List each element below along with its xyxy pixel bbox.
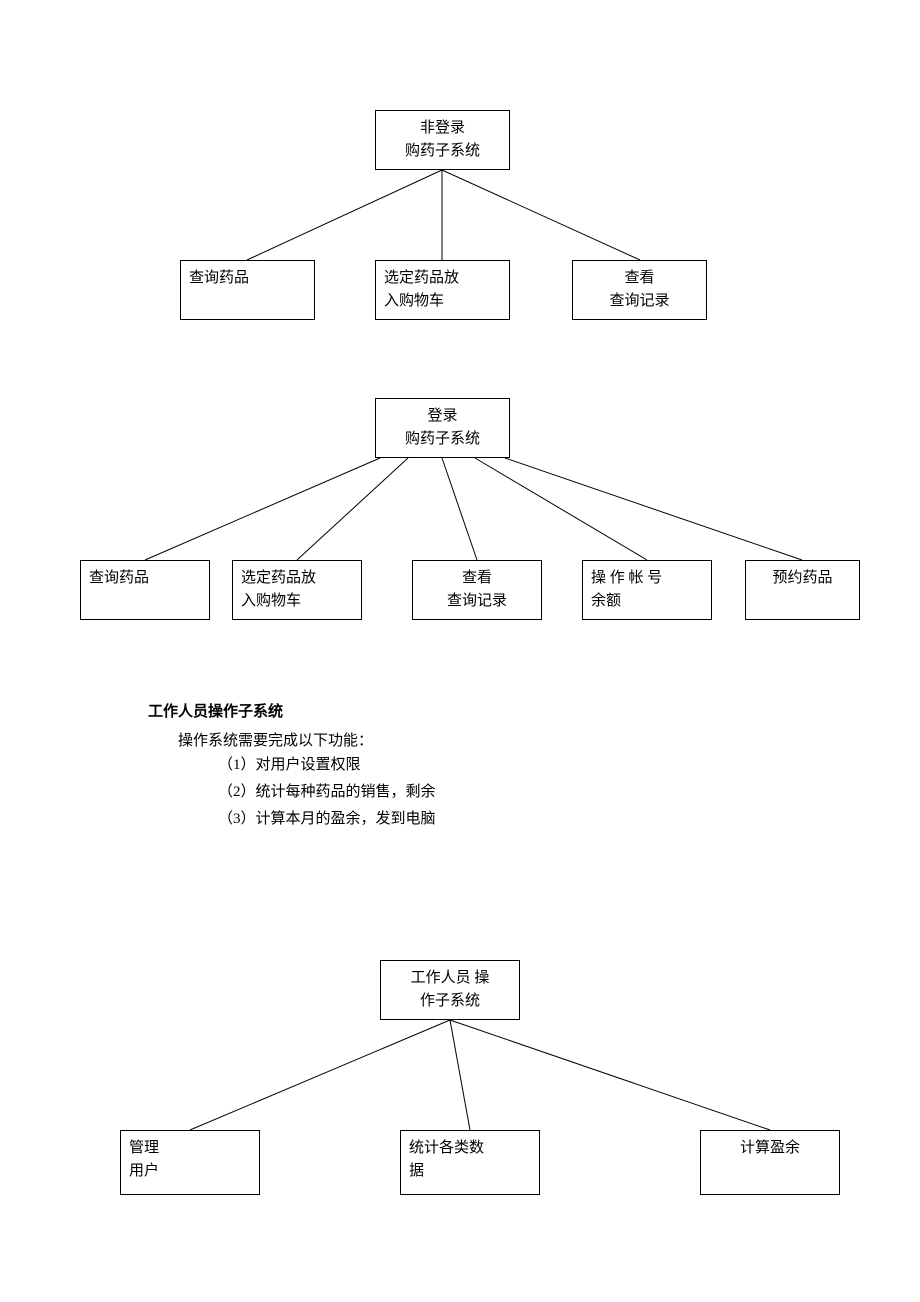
diagram1-edges	[0, 0, 920, 1302]
section-items: （1）对用户设置权限（2）统计每种药品的销售，剩余（3）计算本月的盈余，发到电脑	[218, 752, 436, 833]
node-line1: 登录	[384, 405, 501, 428]
diagram3-root: 工作人员 操作子系统	[380, 960, 520, 1020]
diagram1-child-0: 查询药品	[180, 260, 315, 320]
node-line2: 查询记录	[421, 590, 533, 613]
diagram2-root: 登录购药子系统	[375, 398, 510, 458]
edge	[475, 458, 647, 560]
node-line2: 购药子系统	[384, 140, 501, 163]
diagram2-child-1: 选定药品放入购物车	[232, 560, 362, 620]
node-line1: 查看	[581, 267, 698, 290]
node-line1: 选定药品放	[241, 567, 353, 590]
edge	[450, 1020, 770, 1130]
edge	[247, 170, 442, 260]
edge	[505, 458, 802, 560]
node-line1: 非登录	[384, 117, 501, 140]
edge	[442, 170, 640, 260]
diagram1-child-1: 选定药品放入购物车	[375, 260, 510, 320]
section-item: （3）计算本月的盈余，发到电脑	[218, 806, 436, 833]
node-line1: 选定药品放	[384, 267, 501, 290]
diagram3-child-2: 计算盈余	[700, 1130, 840, 1195]
node-line2: 入购物车	[384, 290, 501, 313]
node-label: 查询药品	[89, 570, 149, 586]
node-line2: 用户	[129, 1160, 251, 1183]
node-line1: 管理	[129, 1137, 251, 1160]
diagram1-root: 非登录购药子系统	[375, 110, 510, 170]
node-line2: 余额	[591, 590, 703, 613]
node-label: 查询药品	[189, 270, 249, 286]
edge	[297, 458, 408, 560]
diagram2-child-4: 预约药品	[745, 560, 860, 620]
diagram3-edges	[0, 0, 920, 1302]
page: { "colors": { "background": "#ffffff", "…	[0, 0, 920, 1302]
diagram2-child-3: 操 作 帐 号余额	[582, 560, 712, 620]
diagram3-child-0: 管理用户	[120, 1130, 260, 1195]
node-line2: 作子系统	[389, 990, 511, 1013]
node-line1: 统计各类数	[409, 1137, 531, 1160]
diagram2-edges	[0, 0, 920, 1302]
node-line1: 查看	[421, 567, 533, 590]
node-label: 预约药品	[772, 570, 832, 586]
section-intro: 操作系统需要完成以下功能：	[178, 728, 373, 755]
diagram2-child-0: 查询药品	[80, 560, 210, 620]
diagram3-child-1: 统计各类数据	[400, 1130, 540, 1195]
section-title: 工作人员操作子系统	[148, 700, 283, 721]
edge	[190, 1020, 450, 1130]
node-label: 计算盈余	[740, 1140, 800, 1156]
node-line2: 购药子系统	[384, 428, 501, 451]
edge	[442, 458, 477, 560]
edge	[450, 1020, 470, 1130]
node-line2: 据	[409, 1160, 531, 1183]
diagram1-child-2: 查看查询记录	[572, 260, 707, 320]
node-line2: 入购物车	[241, 590, 353, 613]
node-line2: 查询记录	[581, 290, 698, 313]
section-item: （2）统计每种药品的销售，剩余	[218, 779, 436, 806]
section-item: （1）对用户设置权限	[218, 752, 436, 779]
diagram2-child-2: 查看查询记录	[412, 560, 542, 620]
edge	[145, 458, 380, 560]
node-line1: 操 作 帐 号	[591, 567, 703, 590]
node-line1: 工作人员 操	[389, 967, 511, 990]
